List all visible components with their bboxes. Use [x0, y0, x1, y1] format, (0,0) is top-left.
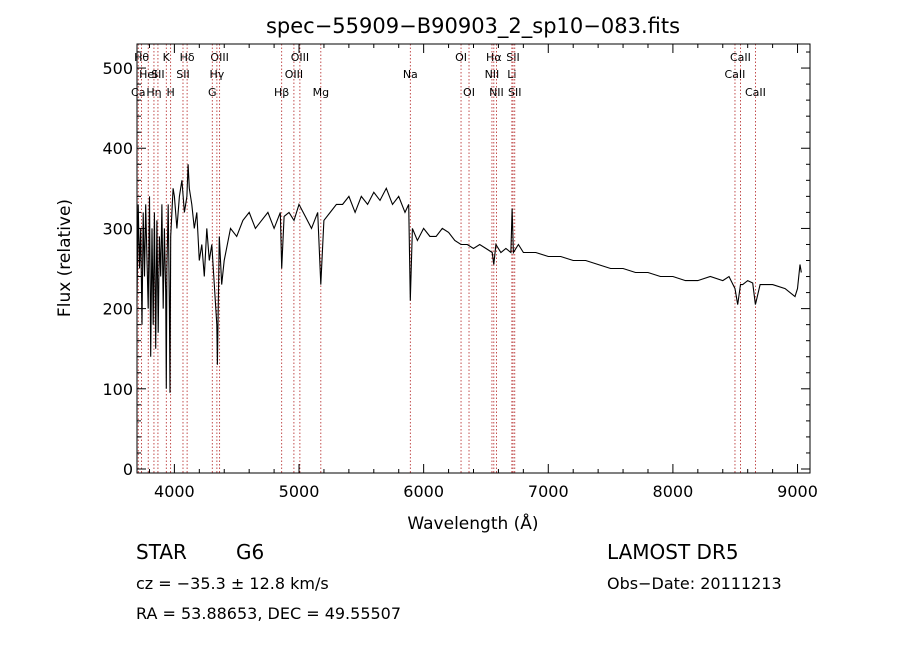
- plot-frame: [136, 43, 811, 474]
- x-axis-label: Wavelength (Å): [407, 512, 538, 534]
- chart-title: spec−55909−B90903_2_sp10−083.fits: [266, 14, 680, 39]
- line-marker-label: H: [167, 86, 175, 99]
- object-subclass: G6: [236, 540, 265, 564]
- x-tick-label: 7000: [528, 482, 569, 501]
- y-tick-label: 200: [102, 300, 133, 319]
- observation-date: Obs−Date: 20111213: [607, 574, 782, 593]
- line-marker-label: Na: [403, 68, 418, 81]
- line-marker-label: K: [163, 51, 171, 64]
- x-axis-ticks: 4000 5000 6000 7000 8000 9000: [148, 44, 818, 501]
- x-tick-label: 9000: [777, 482, 818, 501]
- x-tick-label: 4000: [154, 482, 195, 501]
- line-marker-label: Hδ: [180, 51, 195, 64]
- line-marker-label: OI: [463, 86, 475, 99]
- line-marker-label: Hα: [486, 51, 502, 64]
- y-tick-label: 100: [102, 380, 133, 399]
- line-marker-label: Hθ: [134, 51, 149, 64]
- spectrum-line: [136, 164, 802, 393]
- line-marker-label: NII: [489, 86, 504, 99]
- line-marker-label: Hγ: [209, 68, 224, 81]
- line-marker-label: Ca: [131, 86, 145, 99]
- line-marker-label: Li: [507, 68, 516, 81]
- line-marker-label: CaII: [745, 86, 766, 99]
- y-axis-ticks: 0 100 200 300 400 500: [102, 51, 810, 479]
- redshift-cz: cz = −35.3 ± 12.8 km/s: [136, 574, 329, 593]
- line-marker-label: SII: [506, 51, 519, 64]
- y-tick-label: 300: [102, 219, 133, 238]
- line-marker-label: OI: [455, 51, 467, 64]
- line-marker-label: CaII: [730, 51, 751, 64]
- x-tick-label: 5000: [279, 482, 320, 501]
- y-tick-label: 500: [102, 59, 133, 78]
- coordinates-radec: RA = 53.88653, DEC = 49.55507: [136, 604, 402, 623]
- line-marker-label: SII: [176, 68, 189, 81]
- line-marker-label: SII: [151, 68, 164, 81]
- line-marker-label: OIII: [291, 51, 309, 64]
- y-tick-label: 0: [123, 460, 133, 479]
- line-marker-label: Mg: [313, 86, 329, 99]
- line-marker-label: SII: [508, 86, 521, 99]
- survey-name: LAMOST DR5: [607, 540, 739, 564]
- y-tick-label: 400: [102, 139, 133, 158]
- line-marker-label: Hβ: [274, 86, 289, 99]
- line-marker-label: OIII: [210, 51, 228, 64]
- y-axis-label: Flux (relative): [55, 199, 75, 317]
- line-marker-label: HeI: [139, 68, 157, 81]
- line-marker-label: G: [208, 86, 217, 99]
- line-marker-label: NII: [485, 68, 500, 81]
- object-class: STAR: [136, 540, 187, 564]
- x-tick-label: 6000: [403, 482, 444, 501]
- line-marker-label: CaII: [725, 68, 746, 81]
- x-tick-label: 8000: [653, 482, 694, 501]
- line-marker-label: Hη: [146, 86, 161, 99]
- line-marker-label: OIII: [285, 68, 303, 81]
